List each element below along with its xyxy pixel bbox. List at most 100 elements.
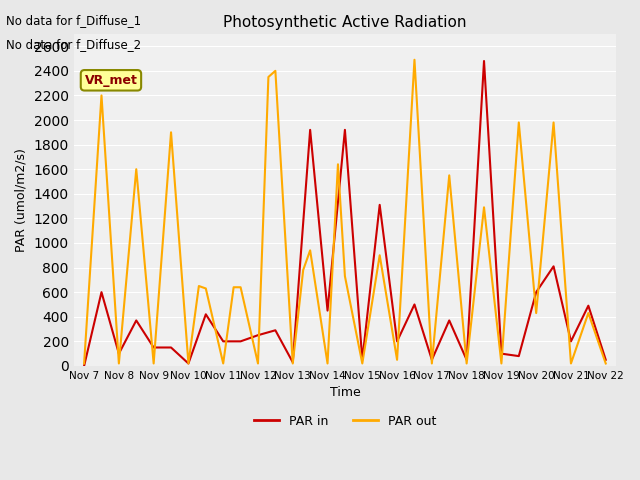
PAR out (184, 360, 192, 366)
PAR in (254, 332, 262, 338)
PAR in (202, 312, 210, 317)
PAR out (184, 360, 192, 366)
PAR in (324, 308, 332, 313)
PAR out (480, 204, 488, 210)
PAR in (463, 357, 470, 363)
PAR in (220, 338, 227, 344)
PAR out (411, 57, 419, 63)
PAR in (602, 357, 609, 363)
PAR out (271, 68, 279, 74)
PAR out (358, 360, 366, 366)
PAR in (497, 351, 505, 357)
PAR out (393, 357, 401, 363)
PAR out (115, 360, 123, 366)
PAR out (289, 360, 296, 366)
PAR out (167, 130, 175, 135)
PAR in (167, 345, 175, 350)
PAR out (567, 360, 575, 366)
PAR out (324, 360, 332, 366)
PAR in (393, 338, 401, 344)
PAR in (115, 351, 123, 357)
PAR in (445, 318, 453, 324)
PAR in (254, 332, 262, 338)
PAR out (230, 284, 237, 290)
PAR in (584, 303, 592, 309)
Title: Photosynthetic Active Radiation: Photosynthetic Active Radiation (223, 15, 467, 30)
PAR out (237, 284, 244, 290)
PAR out (428, 360, 436, 366)
PAR out (254, 360, 262, 366)
PAR out (445, 172, 453, 178)
PAR out (341, 273, 349, 279)
PAR out (202, 286, 210, 291)
PAR in (220, 338, 227, 344)
PAR out (324, 360, 332, 366)
PAR in (98, 289, 106, 295)
PAR out (358, 360, 366, 366)
PAR in (307, 127, 314, 133)
PAR in (184, 360, 192, 366)
PAR out (584, 310, 592, 316)
PAR in (289, 360, 296, 365)
PAR in (567, 338, 575, 344)
PAR out (532, 310, 540, 316)
PAR in (567, 338, 575, 344)
PAR out (515, 120, 523, 125)
PAR in (393, 338, 401, 344)
PAR in (480, 58, 488, 64)
PAR in (80, 363, 88, 369)
PAR out (150, 360, 157, 366)
PAR out (463, 360, 470, 366)
PAR out (220, 360, 227, 366)
PAR out (150, 360, 157, 366)
PAR out (80, 360, 88, 366)
PAR in (428, 357, 436, 363)
Line: PAR in: PAR in (84, 61, 605, 366)
PAR in (550, 264, 557, 269)
PAR in (341, 127, 349, 133)
PAR out (300, 267, 307, 273)
PAR out (497, 360, 505, 366)
PAR out (98, 93, 106, 98)
Line: PAR out: PAR out (84, 60, 605, 363)
PAR in (428, 357, 436, 363)
PAR out (393, 357, 401, 363)
PAR in (515, 353, 523, 359)
Y-axis label: PAR (umol/m2/s): PAR (umol/m2/s) (15, 148, 28, 252)
Text: No data for f_Diffuse_1: No data for f_Diffuse_1 (6, 14, 141, 27)
PAR out (428, 360, 436, 366)
Text: VR_met: VR_met (84, 74, 138, 87)
PAR in (463, 357, 470, 363)
PAR in (532, 289, 540, 295)
PAR in (324, 308, 332, 313)
PAR out (132, 167, 140, 172)
PAR out (264, 74, 272, 80)
PAR in (376, 202, 383, 208)
Legend: PAR in, PAR out: PAR in, PAR out (248, 410, 442, 433)
PAR in (184, 360, 192, 366)
PAR out (376, 252, 383, 258)
PAR in (132, 318, 140, 324)
PAR in (271, 327, 279, 333)
PAR in (237, 338, 244, 344)
PAR out (602, 360, 609, 366)
PAR out (307, 248, 314, 253)
PAR out (463, 360, 470, 366)
Text: No data for f_Diffuse_2: No data for f_Diffuse_2 (6, 38, 141, 51)
PAR in (289, 360, 296, 365)
PAR out (497, 360, 505, 366)
PAR out (220, 360, 227, 366)
PAR in (497, 351, 505, 357)
PAR out (115, 360, 123, 366)
PAR out (334, 161, 342, 167)
PAR out (567, 360, 575, 366)
PAR out (195, 283, 203, 289)
PAR in (150, 345, 157, 350)
PAR out (254, 360, 262, 366)
X-axis label: Time: Time (330, 386, 360, 399)
PAR in (532, 289, 540, 295)
PAR in (150, 345, 157, 350)
PAR in (411, 301, 419, 307)
PAR in (358, 357, 366, 363)
PAR out (550, 120, 557, 125)
